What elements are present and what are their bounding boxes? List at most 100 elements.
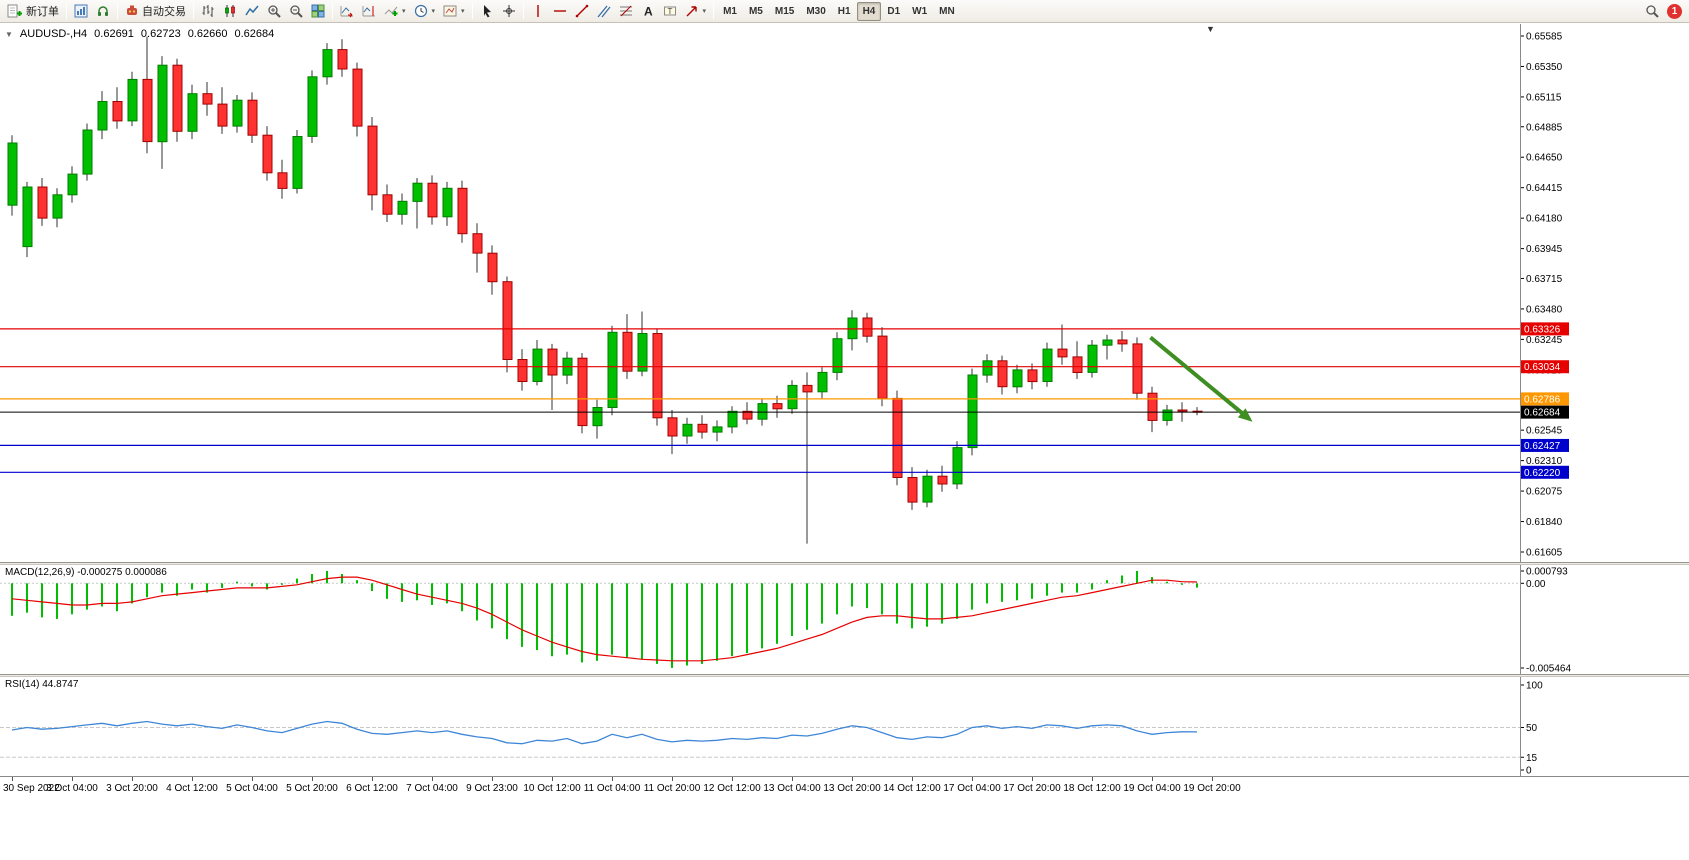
time-axis-label: 17 Oct 04:00 (943, 783, 1001, 794)
timeframe-w1-button[interactable]: W1 (912, 5, 928, 17)
candle-body (637, 333, 648, 372)
price-tag-label: 0.62684 (1524, 408, 1561, 419)
chart-shift-button[interactable] (358, 1, 380, 21)
zoom-in-button[interactable] (263, 1, 285, 21)
text-label-button[interactable]: T (659, 1, 681, 21)
price-tick-label: 0.63945 (1526, 244, 1563, 255)
new-order-button[interactable]: 新订单 (3, 1, 63, 21)
time-axis-label: 4 Oct 12:00 (166, 783, 218, 794)
tile-windows-button[interactable] (307, 1, 329, 21)
timeframe-mn-button[interactable]: MN (939, 5, 955, 17)
candle-body (997, 360, 1008, 388)
bars-button[interactable] (197, 1, 219, 21)
one-click-trading-toggle[interactable]: ▼ (5, 29, 13, 39)
macd-indicator-label: MACD(12,26,9) -0.000275 0.000086 (5, 567, 167, 578)
chart-open-value: 0.62691 (94, 28, 134, 40)
toolbar-separator (713, 3, 715, 19)
time-axis-label: 11 Oct 04:00 (583, 783, 641, 794)
notification-badge[interactable]: 1 (1667, 3, 1682, 19)
arrows-button[interactable]: ▾ (681, 1, 711, 21)
line-chart-button[interactable] (241, 1, 263, 21)
fibonacci-icon (619, 5, 632, 17)
trendline-button[interactable] (571, 1, 593, 21)
auto-scroll-button[interactable] (336, 1, 358, 21)
autotrading-label: 自动交易 (142, 6, 186, 18)
time-axis-label: 9 Oct 23:00 (466, 783, 518, 794)
crosshair-icon (502, 5, 515, 17)
toolbar-separator (522, 3, 524, 19)
toolbar-separator (66, 3, 67, 19)
timeframe-d1-button[interactable]: D1 (887, 5, 901, 17)
candle-body (112, 101, 123, 122)
main-chart-canvas[interactable]: 0.65585 0.65350 0.65115 0.64885 0.64650 0.644… (0, 24, 1689, 562)
profiles-button[interactable] (92, 1, 114, 21)
tile-windows-icon (311, 4, 325, 18)
price-tag (1521, 405, 1569, 419)
rsi-chart-canvas[interactable]: 100 50 15 0 (0, 677, 1689, 776)
horizontal-line-button[interactable] (549, 1, 571, 21)
time-axis[interactable]: 30 Sep 2022 3 Oct 04:00 3 Oct 20:00 4 Oct 1… (0, 776, 1689, 800)
rsi-indicator-label: RSI(14) 44.8747 (5, 679, 79, 690)
equidistant-channel-icon (597, 5, 611, 18)
cursor-button[interactable] (476, 1, 498, 21)
time-tick (852, 777, 853, 781)
candle-body (817, 371, 828, 393)
timeframe-h4-button[interactable]: H4 (856, 1, 882, 21)
toolbar-separator (117, 3, 118, 19)
text-button[interactable]: A (637, 1, 659, 21)
vertical-line-icon (536, 5, 539, 17)
time-tick (432, 777, 433, 781)
time-tick (672, 777, 673, 781)
time-axis-label: 10 Oct 12:00 (523, 783, 581, 794)
chart-shift-icon (362, 6, 375, 17)
toolbar-separator (471, 3, 473, 19)
candle-body (742, 410, 753, 420)
chart-shift-marker-icon[interactable]: ▼ (1206, 24, 1215, 34)
candle-body (82, 129, 93, 175)
time-axis-label: 13 Oct 04:00 (763, 783, 821, 794)
search-button[interactable] (1641, 1, 1663, 21)
crosshair-button[interactable] (498, 1, 520, 21)
price-tag (1521, 392, 1569, 406)
candle-body (382, 194, 393, 215)
vertical-line-button[interactable] (527, 1, 549, 21)
timeframe-h1-button[interactable]: H1 (837, 5, 851, 17)
time-tick (252, 777, 253, 781)
timeframe-m1-button[interactable]: M1 (723, 5, 737, 17)
time-tick (312, 777, 313, 781)
periods-button[interactable]: ▾ (410, 1, 440, 21)
timeframe-m5-button[interactable]: M5 (748, 5, 763, 17)
time-axis-label: 14 Oct 12:00 (883, 783, 941, 794)
fibonacci-button[interactable] (615, 1, 637, 21)
time-axis-label: 13 Oct 20:00 (823, 783, 881, 794)
templates-button[interactable]: ▾ (439, 1, 469, 21)
price-tag (1521, 438, 1569, 452)
channel-button[interactable] (593, 1, 615, 21)
chart-symbol-period: AUDUSD-,H4 (19, 28, 88, 40)
zoom-out-icon (290, 5, 303, 18)
caret-down-icon: ▾ (402, 8, 406, 15)
timeframe-m30-button[interactable]: M30 (806, 5, 826, 17)
time-axis-label: 12 Oct 12:00 (703, 783, 761, 794)
candle-body (577, 357, 588, 427)
autotrading-button[interactable]: 自动交易 (121, 1, 190, 21)
new-chart-button[interactable] (70, 1, 92, 21)
price-tick-label: 0.65585 (1526, 32, 1563, 43)
pane-splitter[interactable] (0, 562, 1689, 565)
price-tag-label: 0.62427 (1524, 441, 1561, 452)
candle-body (1147, 392, 1158, 421)
timeframe-m15-button[interactable]: M15 (774, 5, 795, 17)
candle-body (352, 68, 363, 127)
candle-body (262, 134, 273, 174)
time-axis-label: 11 Oct 20:00 (643, 783, 701, 794)
text-label-icon: T (663, 6, 676, 16)
zoom-out-button[interactable] (285, 1, 307, 21)
pane-splitter[interactable] (0, 674, 1689, 677)
price-tick-label: 0.65350 (1526, 62, 1563, 73)
indicators-button[interactable]: ▾ (380, 1, 410, 21)
price-tick-label: 0.63480 (1526, 304, 1563, 315)
candlesticks-button[interactable] (219, 1, 241, 21)
candle-body (337, 49, 348, 70)
clock-icon (414, 4, 427, 18)
